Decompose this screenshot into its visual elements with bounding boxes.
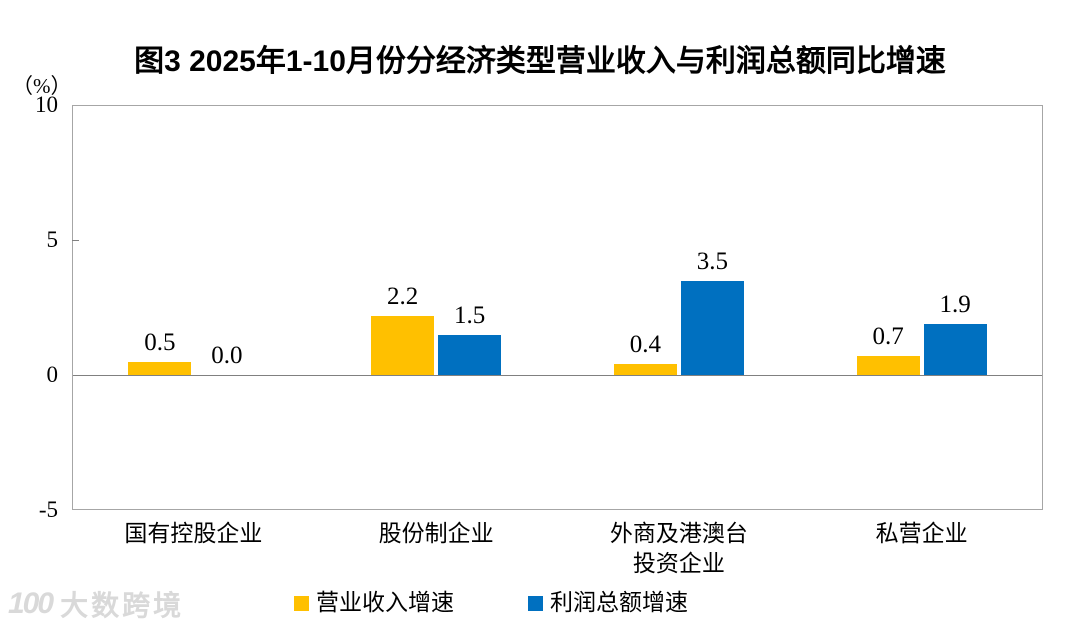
bar-利润总额增速-股份制企业 [438,334,502,375]
bar-利润总额增速-私营企业 [923,323,987,375]
bar-利润总额增速-外商及港澳台投资企业 [680,280,744,375]
y-tick-label: 0 [46,362,59,387]
watermark-text: 大数跨境 [60,590,185,621]
bar-营业收入增速-股份制企业 [371,315,435,375]
watermark: 100 大数跨境 [8,584,184,624]
watermark-logo-icon: 100 [8,587,54,620]
bar-value-label: 0.5 [144,328,176,356]
zero-axis-line [73,375,1042,376]
y-axis-unit-label: （%） [12,74,72,98]
y-tick-label: 10 [35,92,58,117]
x-category-label: 外商及港澳台 投资企业 [609,521,748,576]
bar-营业收入增速-国有控股企业 [128,361,192,375]
bar-value-label: 0.0 [211,342,243,369]
x-category-label: 国有控股企业 [124,521,263,546]
bar-value-label: 1.5 [454,301,486,329]
bar-value-label: 3.5 [696,247,728,275]
chart-title: 图3 2025年1-10月份分经济类型营业收入与利润总额同比增速 [134,45,946,78]
legend-label-revenue: 营业收入增速 [316,590,454,615]
legend-swatch-revenue [294,595,309,611]
y-tick-label: -5 [38,497,58,522]
y-tick-mark [72,240,79,241]
bar-value-label: 1.9 [939,290,971,318]
bar-value-label: 2.2 [387,282,419,310]
legend: 营业收入增速 利润总额增速 [294,590,688,616]
plot-area [72,105,1043,510]
legend-label-profit: 利润总额增速 [550,590,688,615]
bar-value-label: 0.7 [872,323,904,351]
y-tick-label: 5 [46,227,59,252]
bar-营业收入增速-外商及港澳台投资企业 [613,364,677,375]
x-category-label: 股份制企业 [378,521,494,546]
legend-swatch-profit [528,595,543,611]
x-category-label: 私营企业 [875,521,968,546]
legend-item-revenue: 营业收入增速 [294,590,454,616]
bar-value-label: 0.4 [629,331,661,359]
bar-营业收入增速-私营企业 [856,356,920,375]
legend-item-profit: 利润总额增速 [528,590,688,616]
